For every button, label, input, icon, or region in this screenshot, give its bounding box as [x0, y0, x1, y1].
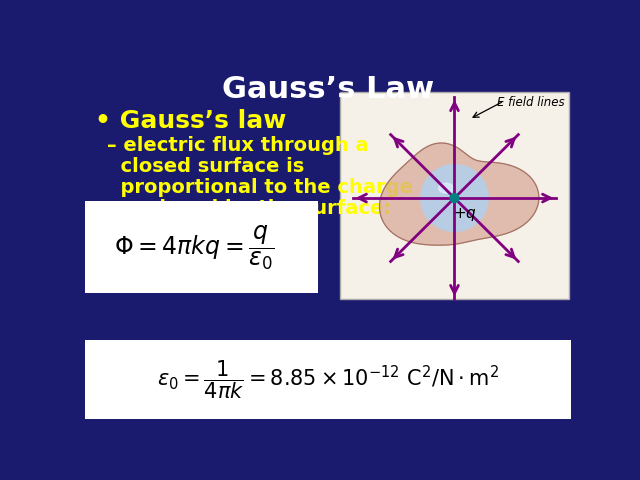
Circle shape — [420, 165, 488, 231]
Text: Gauss’s Law: Gauss’s Law — [222, 75, 434, 104]
FancyBboxPatch shape — [85, 340, 571, 419]
Text: E field lines: E field lines — [497, 96, 565, 109]
Text: proportional to the charge: proportional to the charge — [108, 178, 413, 197]
Text: $\Phi = 4\pi k q = \dfrac{q}{\varepsilon_0}$: $\Phi = 4\pi k q = \dfrac{q}{\varepsilon… — [114, 223, 275, 272]
FancyBboxPatch shape — [85, 202, 318, 293]
Text: – electric flux through a: – electric flux through a — [108, 136, 369, 156]
Polygon shape — [380, 143, 539, 245]
FancyBboxPatch shape — [340, 92, 568, 299]
Text: closed surface is: closed surface is — [108, 157, 305, 176]
Text: enclosed by the surface:: enclosed by the surface: — [108, 199, 392, 217]
Text: $+q$: $+q$ — [454, 206, 477, 223]
Text: • Gauss’s law: • Gauss’s law — [95, 109, 286, 133]
Circle shape — [450, 193, 459, 203]
Ellipse shape — [438, 183, 454, 193]
Text: $\varepsilon_0 = \dfrac{1}{4\pi k} = 8.85 \times 10^{-12}\ \mathrm{C^2/N \cdot m: $\varepsilon_0 = \dfrac{1}{4\pi k} = 8.8… — [157, 358, 499, 401]
